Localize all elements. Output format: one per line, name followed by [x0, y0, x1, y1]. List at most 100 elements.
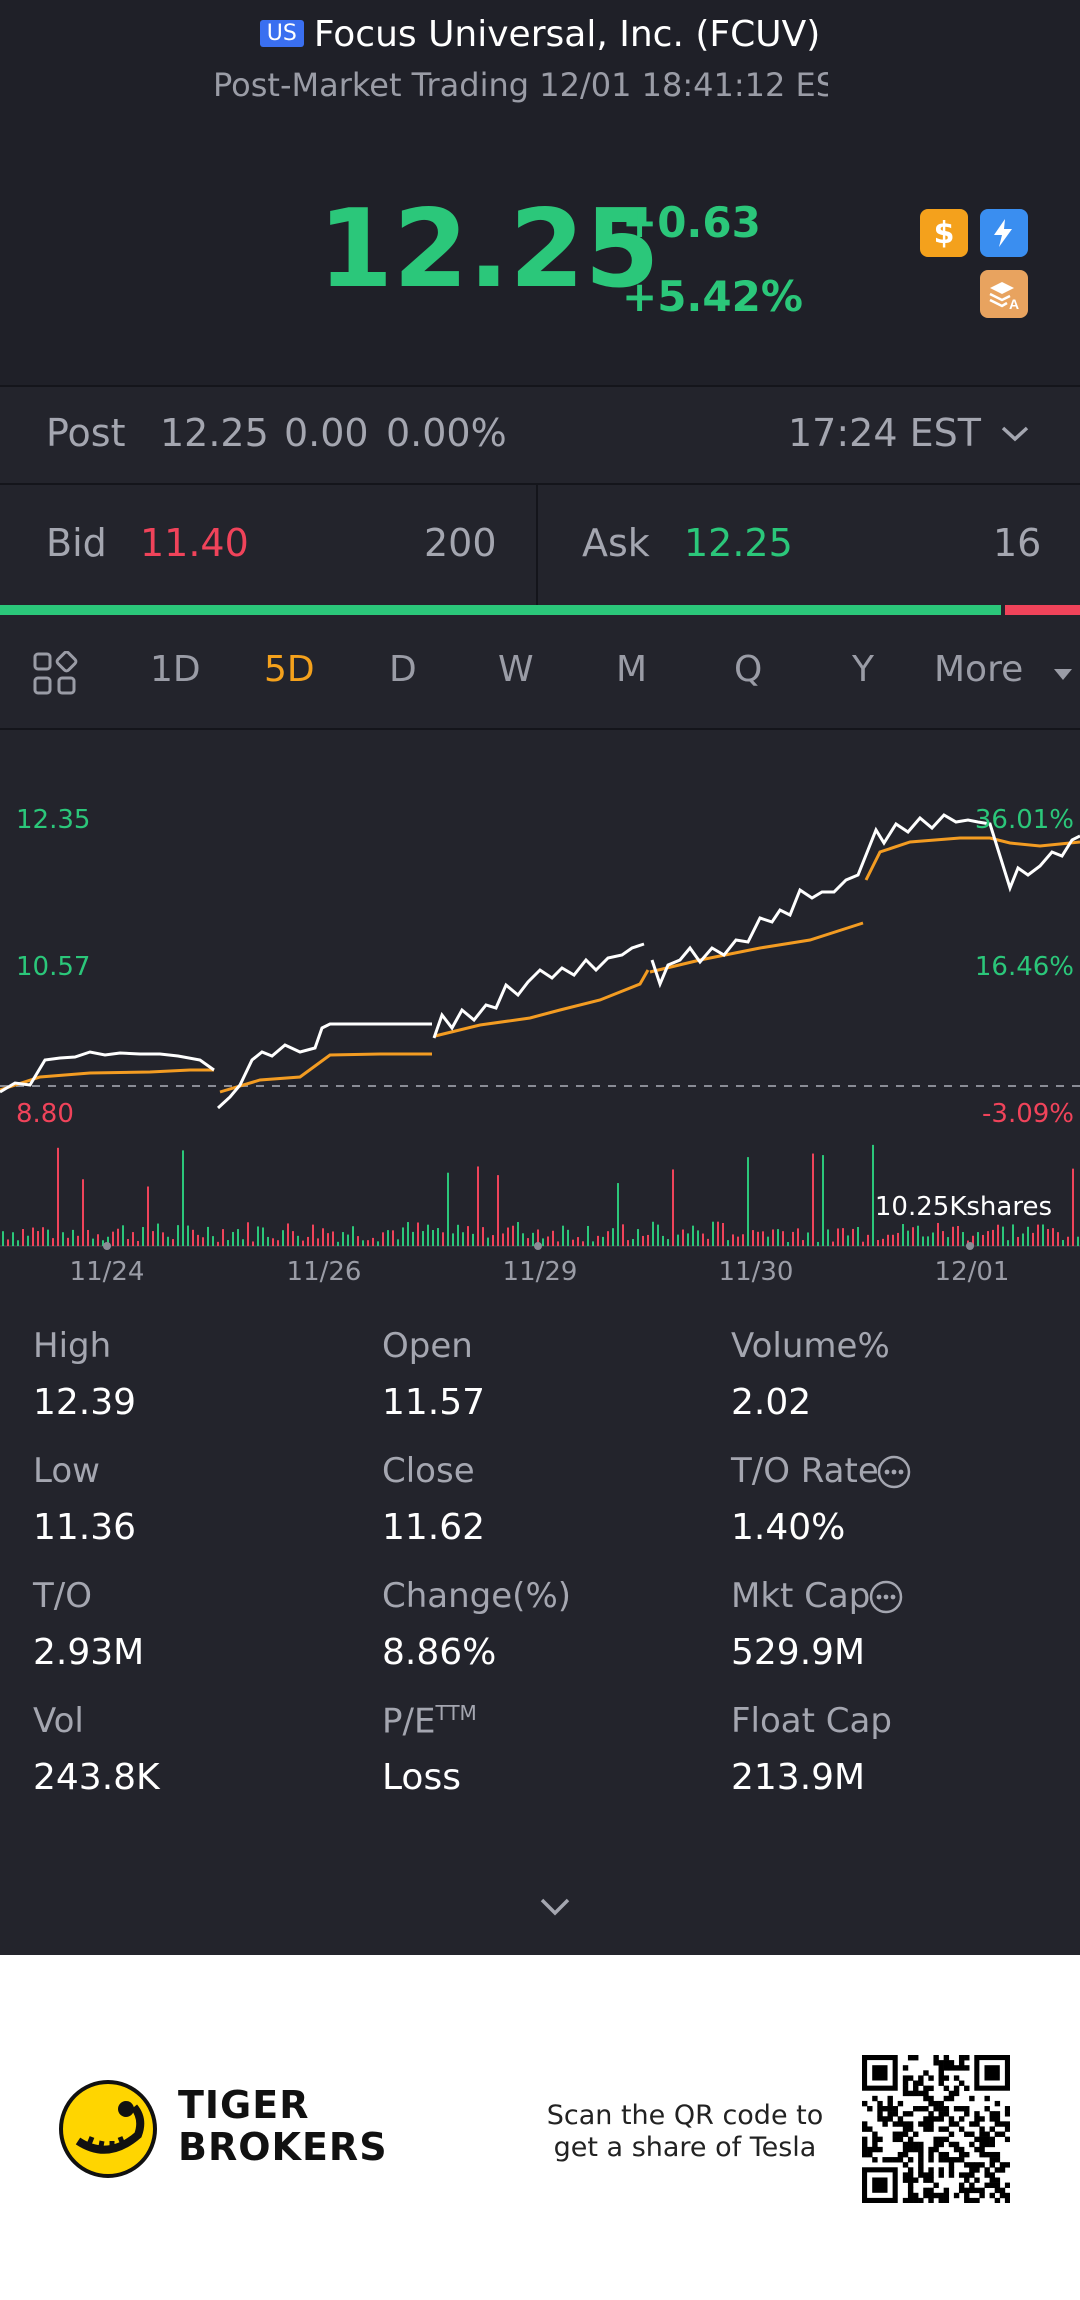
qr-module	[938, 2111, 944, 2117]
qr-module	[938, 2197, 944, 2203]
more-info-icon[interactable]	[876, 1454, 912, 1490]
volume-bar	[537, 1229, 539, 1246]
volume-bar	[572, 1239, 574, 1246]
qr-module	[943, 2192, 950, 2199]
tab-week[interactable]: W	[498, 649, 534, 690]
qr-module	[877, 2146, 883, 2153]
qr-module	[897, 2100, 904, 2107]
qr-module	[882, 2121, 888, 2127]
caret-down-icon[interactable]	[1052, 667, 1074, 683]
volume-bar	[802, 1240, 804, 1246]
price-chart[interactable]: 12.35 10.57 8.80 36.01% 16.46% -3.09% 10…	[0, 730, 1080, 1290]
qr-module	[872, 2136, 878, 2143]
qr-module	[958, 2116, 965, 2122]
qr-module	[948, 2090, 955, 2097]
qr-module	[999, 2187, 1006, 2194]
qr-module	[913, 2055, 919, 2061]
qr-module	[984, 2136, 990, 2143]
qr-module	[938, 2080, 944, 2086]
chart-layout-icon[interactable]	[32, 651, 78, 697]
volume-bar	[42, 1227, 44, 1246]
qr-module	[913, 2106, 919, 2112]
qr-module	[948, 2121, 955, 2127]
qr-module	[902, 2126, 909, 2132]
post-market-row[interactable]: Post 12.25 0.00 0.00% 17:24 EST	[0, 387, 1080, 483]
stat-value-close: 11.62	[382, 1507, 486, 1548]
tab-day[interactable]: D	[389, 649, 417, 690]
qr-module	[923, 2070, 929, 2076]
qr-module	[902, 2131, 909, 2137]
qr-module	[1004, 2192, 1010, 2199]
volume-bar	[562, 1225, 564, 1246]
stat-label-market-cap: Mkt Cap	[731, 1576, 871, 1616]
qr-module	[913, 2177, 919, 2183]
volume-bar	[657, 1224, 659, 1246]
qr-module	[964, 2055, 970, 2061]
tab-month[interactable]: M	[616, 649, 648, 690]
volume-bar	[447, 1172, 449, 1246]
qr-module	[943, 2075, 950, 2081]
volume-bar	[157, 1223, 159, 1246]
stack-a-icon[interactable]: A	[980, 270, 1028, 318]
qr-module	[948, 2172, 955, 2178]
qr-module	[989, 2162, 995, 2168]
qr-module	[933, 2146, 939, 2153]
qr-module	[953, 2075, 960, 2081]
volume-bar	[827, 1229, 829, 1246]
tab-year[interactable]: Y	[852, 649, 874, 690]
volume-bar	[52, 1238, 54, 1246]
qr-module	[907, 2182, 914, 2188]
qr-code[interactable]	[862, 2055, 1010, 2203]
more-info-icon[interactable]	[868, 1579, 904, 1615]
dollar-icon[interactable]: $	[920, 209, 968, 257]
qr-module	[882, 2157, 888, 2163]
divider	[0, 728, 1080, 730]
qr-module	[948, 2141, 955, 2148]
expand-chevron-icon[interactable]	[538, 1890, 572, 1924]
tab-more[interactable]: More	[934, 649, 1024, 690]
bid-ask-row: Bid 11.40 200 Ask 12.25 16	[0, 485, 1080, 605]
qr-module	[948, 2065, 955, 2071]
tab-quarter[interactable]: Q	[734, 649, 763, 690]
price-change: +0.63	[622, 198, 761, 247]
qr-module	[882, 2106, 888, 2112]
qr-module	[918, 2090, 924, 2097]
qr-module	[862, 2126, 868, 2132]
qr-module	[872, 2146, 878, 2153]
average-price-line	[219, 1052, 432, 1094]
qr-module	[994, 2157, 1001, 2163]
qr-module	[958, 2182, 965, 2188]
volume-bar	[922, 1236, 924, 1246]
volume-bar	[267, 1236, 269, 1246]
qr-module	[923, 2116, 929, 2122]
volume-bar	[632, 1239, 634, 1246]
qr-module	[989, 2172, 995, 2178]
volume-bar	[1047, 1229, 1049, 1246]
volume-bar	[77, 1235, 79, 1246]
qr-module	[928, 2146, 934, 2153]
scan-text-line1: Scan the QR code to	[546, 2100, 824, 2131]
qr-module	[969, 2162, 975, 2168]
stat-value-pe: Loss	[382, 1757, 461, 1798]
volume-bar	[292, 1231, 294, 1246]
volume-bar	[687, 1233, 689, 1246]
qr-module	[974, 2177, 980, 2183]
tab-5d[interactable]: 5D	[264, 649, 315, 690]
volume-bar	[122, 1225, 124, 1246]
flash-icon[interactable]	[980, 209, 1028, 257]
chevron-down-icon[interactable]	[998, 421, 1032, 447]
tab-1d[interactable]: 1D	[150, 649, 201, 690]
stat-value-turnover: 2.93M	[33, 1632, 145, 1673]
qr-module	[862, 2121, 868, 2127]
volume-bar	[612, 1228, 614, 1246]
stat-value-market-cap: 529.9M	[731, 1632, 866, 1673]
volume-bar	[132, 1232, 134, 1246]
qr-module	[989, 2111, 995, 2117]
volume-bar	[222, 1229, 224, 1246]
qr-module	[887, 2095, 893, 2102]
volume-bar	[1027, 1226, 1029, 1246]
bid-ask-ratio-bar	[0, 605, 1080, 615]
qr-module	[923, 2126, 929, 2132]
volume-bar	[902, 1224, 904, 1246]
price-chart-svg[interactable]: 12.35 10.57 8.80 36.01% 16.46% -3.09% 10…	[0, 730, 1080, 1290]
